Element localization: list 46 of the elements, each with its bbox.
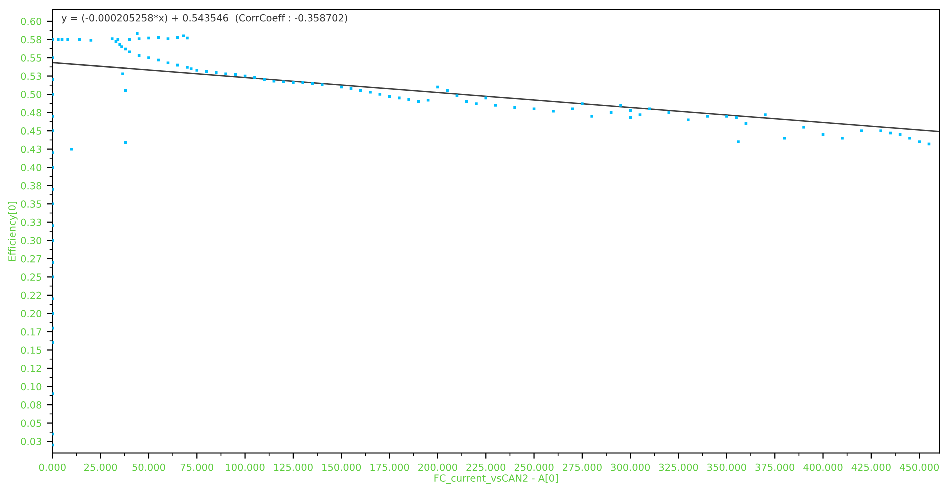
y-tick-label: 0.20 xyxy=(21,310,42,318)
x-tick-label: 50.000 xyxy=(132,464,166,472)
y-tick-label: 0.30 xyxy=(21,237,42,244)
y-tick-label: 0.35 xyxy=(21,200,42,208)
y-tick-label: 0.50 xyxy=(21,91,42,98)
y-tick-label: 0.03 xyxy=(21,438,42,446)
x-tick-label: 350.000 xyxy=(708,464,746,472)
x-tick-label: 0.000 xyxy=(39,464,66,472)
x-tick-label: 300.000 xyxy=(611,464,650,472)
y-tick-label: 0.22 xyxy=(21,292,42,300)
y-tick-label: 0.53 xyxy=(21,72,42,80)
x-tick-label: 225.000 xyxy=(466,464,506,472)
x-tick-label: 100.000 xyxy=(226,464,265,472)
y-tick-label: 0.55 xyxy=(21,54,42,62)
y-tick-label: 0.43 xyxy=(21,146,42,154)
y-tick-label: 0.25 xyxy=(21,274,42,282)
annotation: y = (-0.000205258*x) + 0.543546 (CorrCoeff : -0.358702) xyxy=(62,14,348,24)
y-tick-label: 0.15 xyxy=(21,346,42,354)
x-tick-label: 325.000 xyxy=(659,464,698,472)
y-tick-label: 0.60 xyxy=(21,18,42,26)
x-tick-label: 275.000 xyxy=(563,464,602,472)
y-tick-label: 0.33 xyxy=(21,218,42,226)
x-tick-label: 75.000 xyxy=(180,464,214,472)
y-tick-label: 0.10 xyxy=(21,383,42,391)
y-tick-label: 0.40 xyxy=(21,164,42,172)
x-tick-label: 375.000 xyxy=(756,464,795,472)
x-tick-label: 200.000 xyxy=(418,464,458,472)
y-tick-label: 0.08 xyxy=(21,402,42,409)
x-tick-label: 250.000 xyxy=(514,464,554,472)
x-tick-label: 425.000 xyxy=(852,464,891,472)
y-tick-label: 0.12 xyxy=(21,364,42,372)
y-tick-label: 0.05 xyxy=(21,420,42,428)
x-tick-label: 450.000 xyxy=(900,464,940,472)
y-tick-label: 0.48 xyxy=(21,109,42,117)
x-tick-label: 125.000 xyxy=(274,464,313,472)
y-axis-title: Efficiency[0] xyxy=(8,202,18,261)
x-tick-label: 150.000 xyxy=(322,464,362,472)
x-axis-title: FC_current_vsCAN2 - A[0] xyxy=(434,474,558,484)
x-tick-label: 25.000 xyxy=(84,464,118,472)
x-tick-label: 175.000 xyxy=(370,464,410,472)
y-tick-label: 0.27 xyxy=(21,255,42,263)
y-tick-label: 0.45 xyxy=(21,128,42,135)
y-tick-label: 0.17 xyxy=(21,328,42,336)
x-tick-label: 400.000 xyxy=(804,464,843,472)
y-tick-label: 0.58 xyxy=(21,36,42,44)
y-tick-label: 0.38 xyxy=(21,182,42,190)
